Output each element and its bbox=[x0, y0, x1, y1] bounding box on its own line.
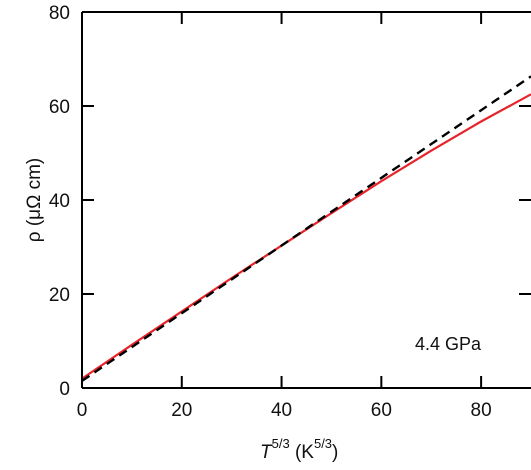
y-tick-label: 0 bbox=[59, 379, 70, 400]
x-tick-label: 80 bbox=[471, 400, 492, 421]
y-tick-label: 20 bbox=[49, 285, 70, 306]
x-label-unit-open: (K bbox=[290, 442, 315, 463]
series-layer bbox=[81, 75, 531, 382]
x-tick-label: 40 bbox=[271, 400, 292, 421]
y-axis-label: ρ (μΩ cm) bbox=[24, 158, 45, 243]
y-tick-label: 60 bbox=[49, 97, 70, 118]
x-label-base: T bbox=[260, 442, 273, 463]
x-label-unit-close: ) bbox=[332, 442, 338, 463]
x-label-unit-sup: 5/3 bbox=[314, 436, 332, 451]
x-label-base-sup: 5/3 bbox=[272, 436, 290, 451]
axes-layer: 0 20 40 60 80 0 20 40 60 80 bbox=[49, 3, 531, 421]
y-tick-label: 80 bbox=[49, 3, 70, 24]
y-tick-label: 40 bbox=[49, 191, 70, 212]
x-tick-label: 0 bbox=[77, 400, 88, 421]
x-tick-label: 20 bbox=[171, 400, 192, 421]
dashed-fit-line bbox=[81, 75, 531, 382]
x-tick-label: 60 bbox=[371, 400, 392, 421]
x-axis-label: T5/3 (K5/3) bbox=[260, 436, 338, 463]
annotation-label: 4.4 GPa bbox=[415, 334, 482, 354]
